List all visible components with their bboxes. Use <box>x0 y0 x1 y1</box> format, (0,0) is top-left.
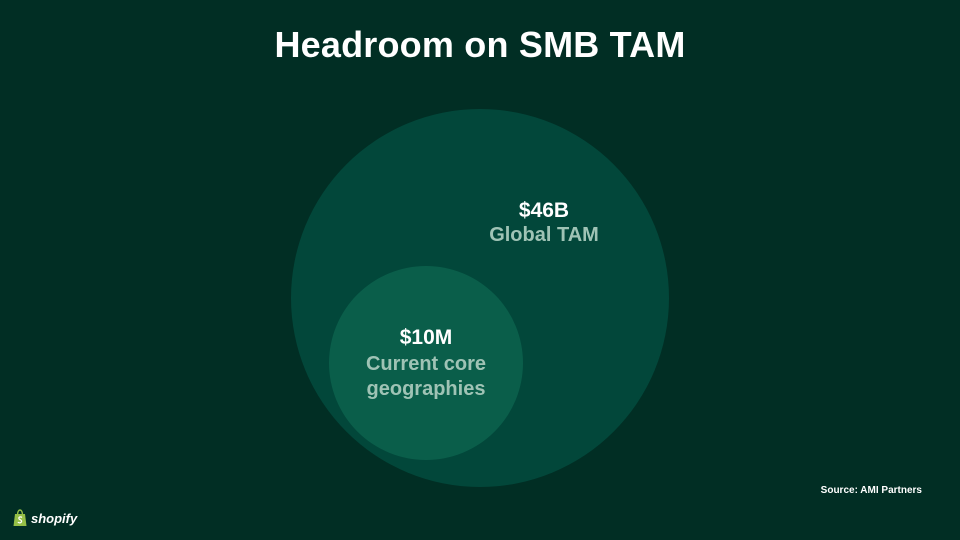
global-tam-value: $46B <box>518 199 570 222</box>
global-tam-label: Global TAM <box>489 224 599 246</box>
shopify-bag-icon <box>13 509 27 526</box>
core-geographies-label-line1: Current core <box>365 353 487 375</box>
brand-wordmark: shopify <box>31 510 78 526</box>
core-geographies-label-line2: geographies <box>366 378 486 400</box>
core-geographies-value: $10M <box>399 326 453 349</box>
slide-title: Headroom on SMB TAM <box>274 24 686 65</box>
core-geographies-circle <box>329 266 523 460</box>
source-note: Source: AMI Partners <box>820 485 922 496</box>
brand-logo: shopify <box>12 509 77 527</box>
